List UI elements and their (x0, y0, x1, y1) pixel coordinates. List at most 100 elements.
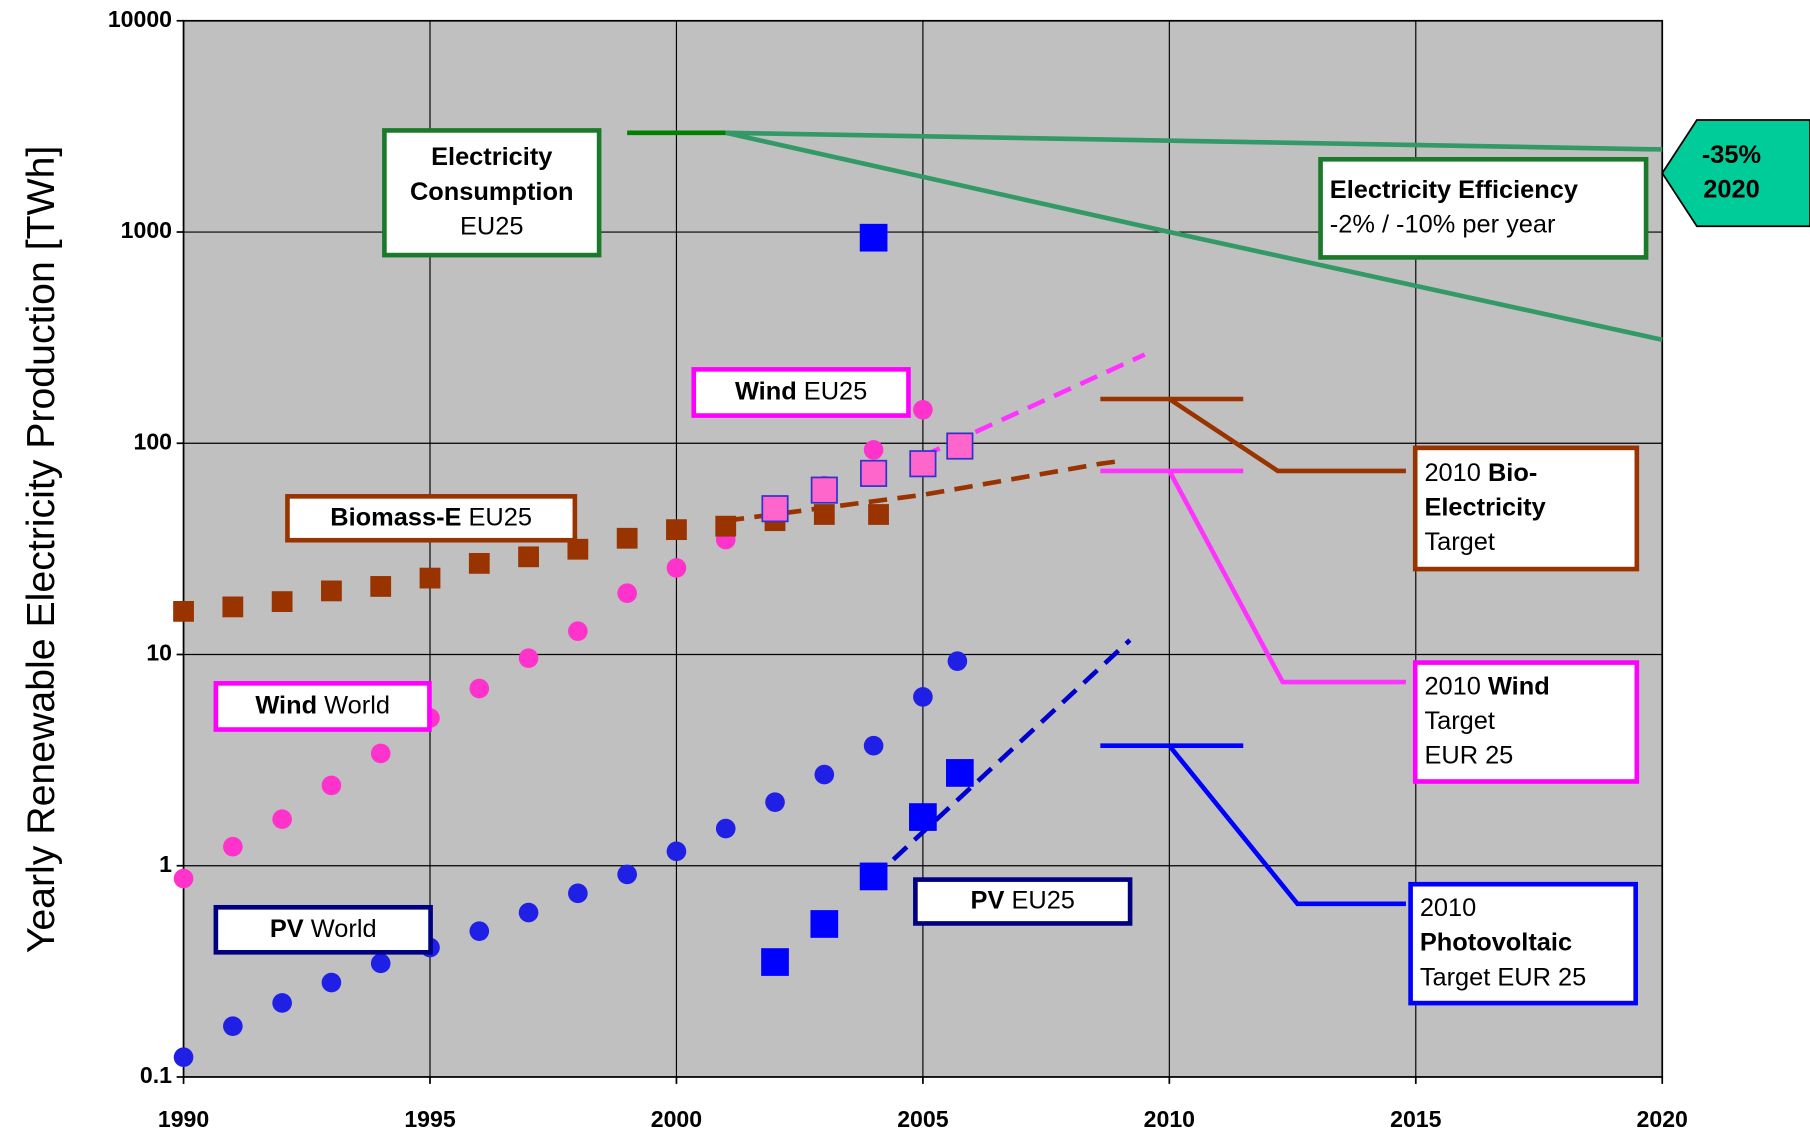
annotation-text: Biomass-E EU25 (330, 503, 532, 531)
y-tick-label: 100 (133, 428, 172, 454)
annotation-segment: Wind (1488, 672, 1550, 700)
point (913, 687, 933, 707)
annotation-segment: Wind (735, 377, 797, 405)
x-tick-label: 1995 (404, 1106, 456, 1132)
point (518, 902, 539, 923)
point (617, 864, 637, 885)
point (370, 953, 391, 974)
annotation-segment: EUR 25 (1424, 741, 1513, 769)
point (715, 818, 736, 839)
point (813, 504, 835, 525)
annotation-segment: 2010 (1424, 459, 1488, 487)
point (946, 432, 974, 460)
point (909, 803, 937, 831)
annotation-segment: World (304, 915, 377, 943)
annotation-text: 2010 Bio- (1424, 459, 1537, 487)
point (859, 223, 888, 252)
annotation-segment: PV (971, 886, 1005, 914)
annotation-segment: EU25 (460, 212, 523, 240)
annotation-text: Electricity (1424, 493, 1545, 521)
point (909, 450, 937, 478)
annotation-segment: Electricity (431, 143, 552, 171)
point (617, 583, 637, 604)
x-tick-label: 2020 (1637, 1106, 1688, 1132)
annotation-segment: -35% (1702, 141, 1761, 169)
annotation-segment: -2% / -10% per year (1330, 210, 1556, 238)
point (469, 921, 490, 941)
point (859, 862, 888, 891)
plot-border (182, 19, 1664, 1078)
point (223, 1016, 243, 1036)
annotation-segment: Target (1424, 707, 1495, 735)
annotation-box (213, 904, 433, 955)
point (666, 558, 687, 578)
point (222, 596, 244, 618)
annotation-text: EUR 25 (1424, 741, 1513, 769)
annotation-box (285, 494, 578, 543)
point (272, 809, 292, 830)
point (568, 883, 588, 904)
point (321, 972, 342, 993)
annotation-segment: 2010 (1424, 672, 1488, 700)
point (173, 868, 194, 889)
point (518, 648, 539, 669)
point (810, 910, 839, 938)
annotation-segment: EU25 (797, 377, 868, 405)
point (568, 621, 588, 641)
annotation-text: PV EU25 (971, 886, 1075, 914)
annotation-segment: PV (270, 915, 304, 943)
annotation-text: -35% (1702, 141, 1761, 169)
point (863, 440, 884, 460)
annotation-text: 2020 (1703, 175, 1759, 203)
annotation-box (1408, 881, 1638, 1006)
point (272, 993, 292, 1013)
point (321, 775, 342, 796)
y-tick-label: 0.1 (140, 1062, 172, 1088)
annotation-segment: Photovoltaic (1420, 928, 1572, 956)
annotation-text: Target (1424, 528, 1495, 556)
point (913, 399, 933, 420)
point (666, 841, 687, 862)
point (946, 759, 974, 787)
annotation-segment: Biomass-E (330, 503, 461, 531)
annotation-segment: Electricity Efficiency (1330, 176, 1578, 204)
annotation-text: Target (1424, 707, 1495, 735)
trend-line (1167, 469, 1406, 685)
annotation-box (691, 367, 911, 418)
annotation-text: Target EUR 25 (1420, 963, 1586, 991)
trend-line (725, 130, 1663, 152)
annotation-text: EU25 (460, 212, 523, 240)
x-tick-label: 2000 (651, 1106, 702, 1132)
point (370, 743, 391, 764)
callout (1661, 119, 1810, 228)
x-tick-label: 1990 (158, 1106, 209, 1132)
point (761, 948, 789, 976)
x-tick-label: 2015 (1390, 1106, 1442, 1132)
point (173, 1047, 194, 1068)
annotation-segment: Electricity (1424, 493, 1545, 521)
annotation-segment: EU25 (461, 503, 532, 531)
point (715, 515, 737, 537)
point (469, 678, 490, 699)
annotation-box (213, 681, 432, 732)
annotation-text: Wind EU25 (735, 377, 867, 405)
point (271, 591, 293, 612)
annotation-text: Electricity Efficiency (1330, 176, 1578, 204)
annotation-segment: EU25 (1004, 886, 1075, 914)
point (761, 495, 789, 523)
point (173, 600, 194, 622)
y-tick-label: 10 (146, 640, 172, 666)
annotation-text: Photovoltaic (1420, 928, 1572, 956)
point (860, 459, 888, 487)
point (419, 567, 441, 589)
annotation-text: Wind World (255, 691, 390, 719)
point (868, 504, 889, 525)
annotation-text: 2010 Wind (1424, 672, 1549, 700)
annotation-segment: Bio- (1488, 459, 1537, 487)
y-tick-label: 1 (159, 851, 172, 877)
trend-line (891, 638, 1132, 862)
annotation-segment: 2010 (1420, 894, 1476, 922)
annotation-segment: Consumption (410, 177, 574, 205)
y-tick-label: 10000 (108, 6, 172, 32)
point (370, 576, 392, 597)
